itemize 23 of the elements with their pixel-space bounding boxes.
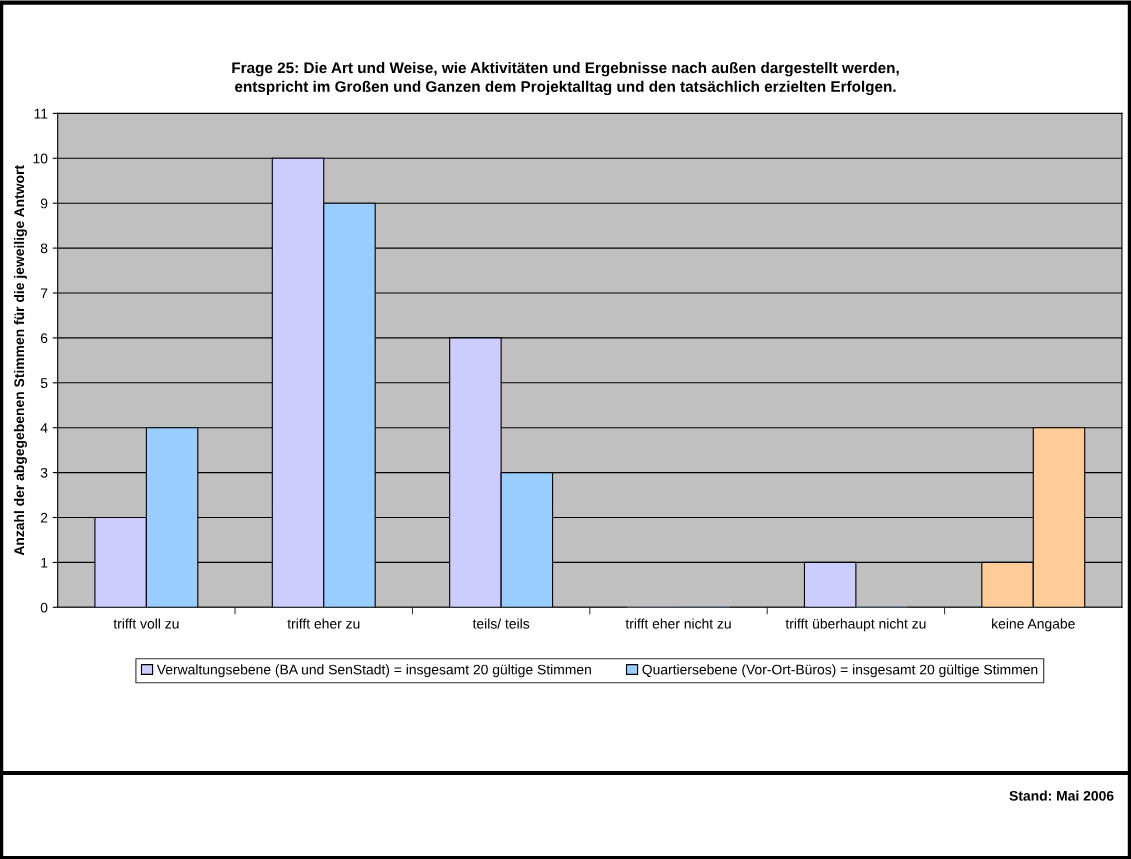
x-tick-label: teils/ teils — [472, 618, 530, 629]
x-tick-label: trifft überhaupt nicht zu — [785, 618, 926, 632]
y-axis-title: Anzahl der abgegebenen Stimmen für die jeweilige Antwort — [13, 165, 27, 556]
x-tick-label: keine Angabe — [992, 618, 1075, 632]
y-tick-label: 11 — [34, 108, 48, 119]
chart-title: Frage 25: Die Art und Weise, wie Aktivitäten und Ergebnisse nach außen dargestellt werden, entspricht im Großen und Ganzen dem Projektalltag und den tatsächlich erzielten Erfolgen. — [232, 62, 899, 96]
y-tick-label: 1 — [41, 557, 48, 568]
y-tick-label: 9 — [40, 198, 48, 209]
x-tick-label: trifft voll zu — [113, 618, 179, 629]
y-tick-label: 6 — [40, 333, 48, 344]
y-tick-label: 2 — [40, 512, 48, 523]
x-tick-label: trifft eher zu — [287, 618, 360, 629]
text: Stand: Mai 2006 — [1009, 790, 1114, 801]
y-tick-label: 7 — [40, 288, 48, 299]
y-tick-label: 8 — [40, 243, 48, 254]
y-tick-label: 3 — [40, 467, 48, 478]
x-tick-label: trifft eher nicht zu — [625, 618, 731, 629]
y-tick-label: 0 — [40, 602, 48, 613]
y-tick-label: 5 — [40, 378, 48, 388]
y-tick-label: 4 — [40, 423, 48, 433]
legend-label: Verwaltungsebene (BA und SenStadt) = insgesamt 20 gültige Stimmen — [156, 664, 591, 678]
legend-label: Quartiersebene (Vor-Ort-Büros) = insgesamt 20 gültige Stimmen — [642, 664, 1038, 678]
y-tick-label: 10 — [33, 153, 48, 164]
